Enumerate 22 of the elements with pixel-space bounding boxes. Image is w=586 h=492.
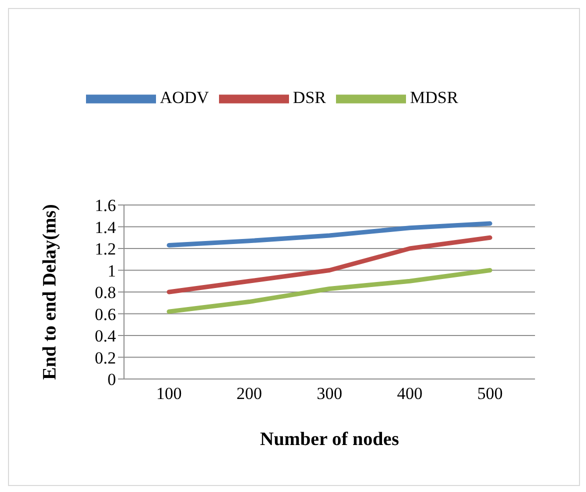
y-tick-label: 0.2 <box>94 348 116 368</box>
legend-label: DSR <box>292 88 326 107</box>
y-tick-label: 1.2 <box>94 240 116 259</box>
line-series <box>166 221 492 248</box>
y-tick-label: 1.4 <box>94 218 116 237</box>
legend-label: MDSR <box>410 88 458 107</box>
y-tick-label: 1.6 <box>94 196 116 216</box>
x-tick-label: 400 <box>397 384 422 404</box>
line-series <box>166 235 492 294</box>
y-tick-label: 0.6 <box>94 304 116 324</box>
x-tick-label: 500 <box>477 384 503 404</box>
legend-label: AODV <box>160 88 209 107</box>
y-tick-label: 0.8 <box>94 283 116 302</box>
x-tick-label: 300 <box>316 384 342 404</box>
line-series <box>166 268 492 314</box>
x-axis-title: Number of nodes <box>260 429 399 450</box>
y-tick-label: 0.4 <box>94 326 116 346</box>
y-tick-label: 1 <box>108 261 116 280</box>
y-tick-label: 0 <box>108 370 116 390</box>
y-axis-title: End to end Delay(ms) <box>40 204 61 380</box>
x-tick-label: 200 <box>236 384 262 404</box>
x-tick-label: 100 <box>156 384 182 404</box>
